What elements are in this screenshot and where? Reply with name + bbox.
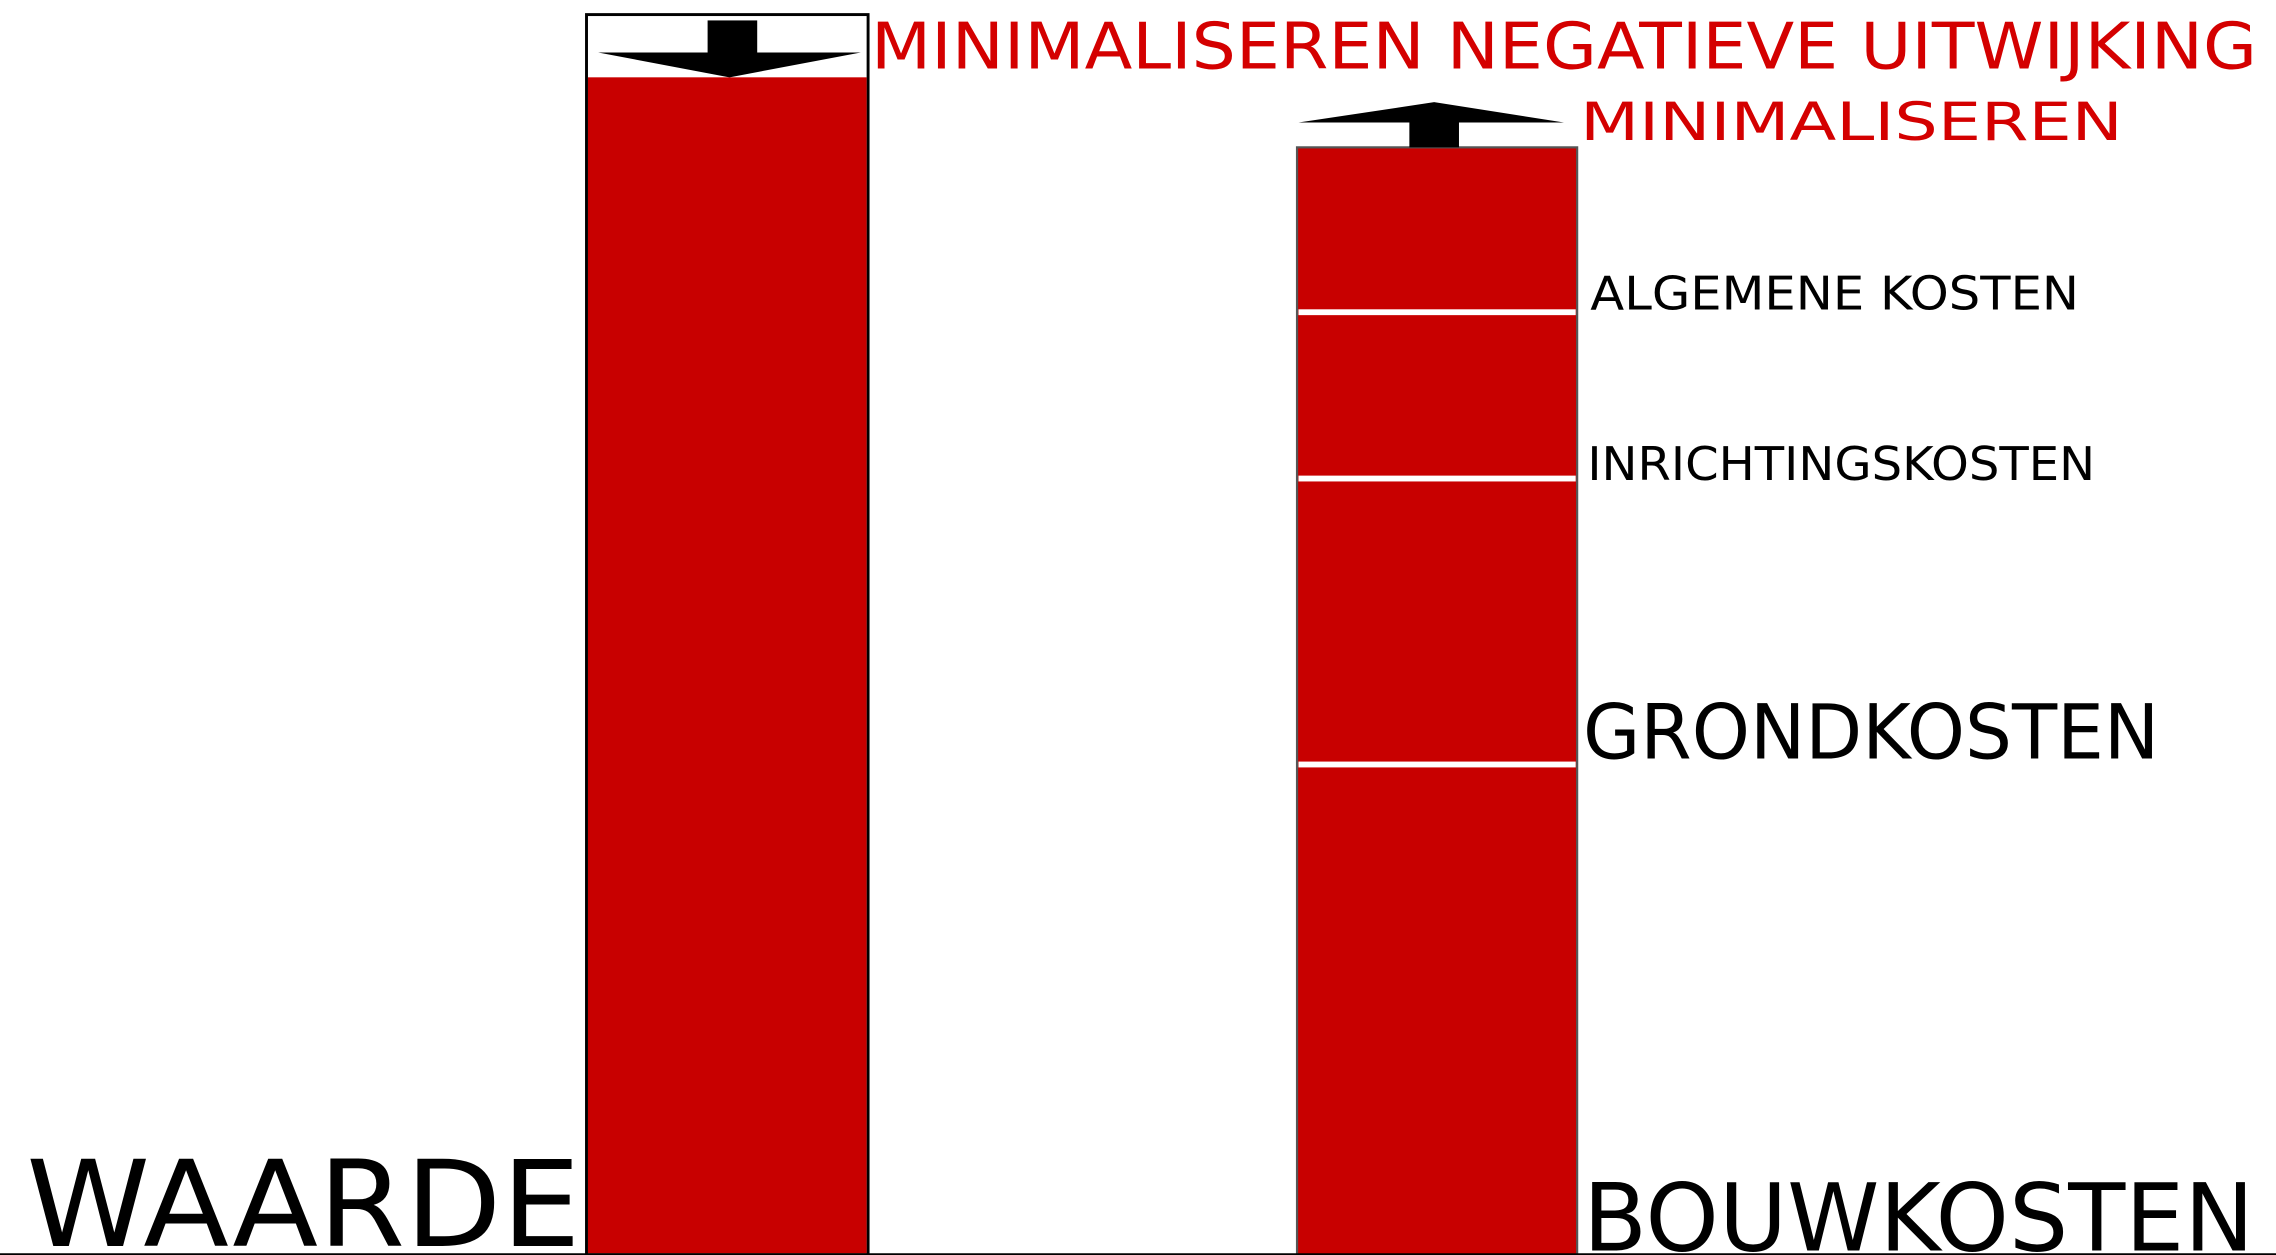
segment-divider [1298,309,1576,316]
up-arrow-shaft [1409,121,1459,148]
segment-divider [1298,475,1576,482]
down-arrow-head [598,52,861,78]
left-bar [587,77,867,1254]
left-bar-label: WAARDE [26,1136,580,1255]
right-goal-label: MINIMALISEREN [1580,92,2123,153]
left-goal-label: MINIMALISEREN NEGATIEVE UITWIJKING [871,10,2257,85]
down-arrow-shaft [707,20,758,53]
segment-label: INRICHTINGSKOSTEN [1587,438,2095,492]
right-bar [1295,146,1579,1255]
segment-label: BOUWKOSTEN [1583,1164,2254,1255]
segment-divider [1298,761,1576,768]
up-arrow-head [1298,102,1565,123]
segment-label: GRONDKOSTEN [1583,689,2159,777]
segment-label: ALGEMENE KOSTEN [1590,267,2079,321]
